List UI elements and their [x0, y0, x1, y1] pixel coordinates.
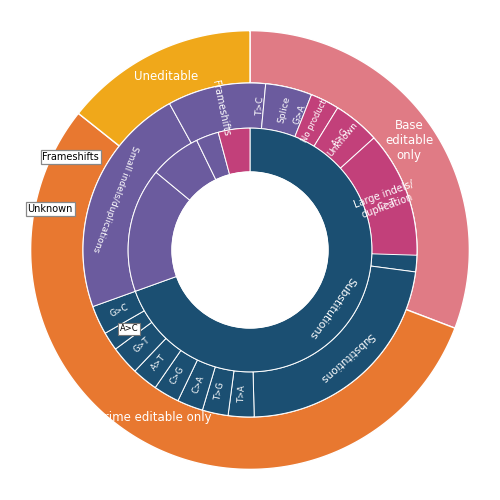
Polygon shape	[218, 128, 250, 174]
Polygon shape	[314, 108, 374, 168]
Text: A>G: A>G	[330, 126, 350, 148]
Text: T>A: T>A	[238, 385, 248, 404]
Text: Uneditable: Uneditable	[134, 70, 198, 82]
Polygon shape	[30, 114, 455, 470]
Text: Substitutions: Substitutions	[306, 274, 357, 340]
Text: Frameshifts: Frameshifts	[42, 152, 99, 162]
Text: Prime editable only: Prime editable only	[97, 412, 212, 424]
Polygon shape	[135, 338, 181, 388]
Text: Substitutions: Substitutions	[318, 330, 376, 384]
Circle shape	[172, 172, 328, 328]
Text: Large indels/
duplication: Large indels/ duplication	[352, 180, 419, 221]
Text: Unknown: Unknown	[28, 204, 73, 214]
Text: A>T: A>T	[150, 352, 168, 372]
Polygon shape	[78, 30, 250, 146]
Polygon shape	[156, 350, 198, 401]
Polygon shape	[295, 95, 338, 146]
Text: G>A: G>A	[292, 103, 307, 126]
Polygon shape	[314, 108, 369, 164]
Polygon shape	[336, 132, 417, 272]
Text: No product: No product	[300, 98, 329, 144]
Text: C>T: C>T	[376, 197, 398, 212]
Polygon shape	[196, 132, 230, 180]
Text: T>C: T>C	[255, 96, 266, 116]
Text: Base
editable
only: Base editable only	[385, 119, 433, 162]
Polygon shape	[178, 360, 216, 410]
Polygon shape	[93, 292, 144, 333]
Text: Small indels/duplications: Small indels/duplications	[90, 144, 139, 254]
Polygon shape	[253, 266, 416, 417]
Text: G>C: G>C	[108, 302, 130, 319]
Polygon shape	[268, 85, 338, 146]
Polygon shape	[228, 371, 254, 417]
Polygon shape	[156, 140, 216, 200]
Text: A>C: A>C	[120, 324, 139, 334]
Text: T>G: T>G	[214, 381, 226, 401]
Polygon shape	[250, 83, 274, 130]
Polygon shape	[116, 322, 166, 371]
Text: Frameshifts: Frameshifts	[210, 80, 232, 138]
Text: Unknown: Unknown	[326, 120, 360, 158]
Polygon shape	[105, 310, 152, 349]
Text: C>A: C>A	[190, 374, 206, 395]
Polygon shape	[170, 83, 266, 143]
Polygon shape	[202, 367, 234, 416]
Text: C>G: C>G	[169, 364, 186, 386]
Text: G>T: G>T	[132, 336, 152, 355]
Polygon shape	[83, 104, 192, 306]
Text: Splice: Splice	[276, 95, 291, 124]
Polygon shape	[262, 84, 312, 136]
Polygon shape	[250, 30, 470, 328]
Polygon shape	[128, 172, 190, 292]
Polygon shape	[340, 138, 417, 255]
Polygon shape	[136, 128, 372, 372]
